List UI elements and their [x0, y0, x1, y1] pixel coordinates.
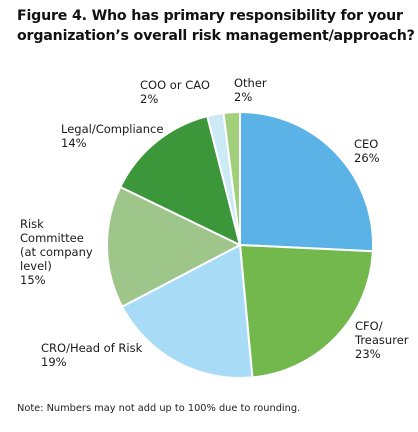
slice-name-label: (at company [20, 245, 93, 259]
chart-title-line-1: Figure 4. Who has primary responsibility… [17, 8, 403, 24]
pie-slice-risk-committee-at-company-level [106, 186, 241, 308]
slice-name-label: COO or CAO [140, 78, 210, 92]
slice-label-risk-committee-at-company-level: Risk Committee (at company level) 15% [20, 217, 93, 287]
slice-name-label: Treasurer [354, 333, 409, 347]
slice-label-cfo-treasurer: CFO/Treasurer 23% [354, 319, 409, 361]
slice-name-label: level) [20, 259, 52, 273]
slice-label-other: Other 2% [234, 76, 267, 104]
slice-value-label: 15% [20, 273, 46, 287]
slice-value-label: 23% [355, 347, 381, 361]
pie-labels: CEO 26% CFO/Treasurer 23% CRO/Head of Risk 19… [20, 76, 409, 369]
slice-name-label: Risk [20, 217, 44, 231]
slice-name-label: Legal/Compliance [61, 122, 163, 136]
pie-slice-other [222, 111, 241, 246]
slice-name-label: Committee [20, 231, 84, 245]
slice-value-label: 19% [41, 355, 67, 369]
pie-slices [106, 111, 374, 379]
slice-name-label: CEO [354, 137, 378, 151]
slice-value-label: 2% [234, 90, 252, 104]
chart-title-line-2: organization’s overall risk management/a… [17, 28, 415, 44]
slice-name-label: Other [234, 76, 267, 90]
chart-title: Figure 4. Who has primary responsibility… [17, 6, 415, 46]
pie-slice-cro-head-of-risk [121, 244, 254, 379]
pie-slice-cfo-treasurer [239, 244, 374, 379]
slice-value-label: 14% [61, 136, 87, 150]
slice-name-label: CRO/Head of Risk [41, 341, 143, 355]
slice-value-label: 26% [354, 151, 380, 165]
slice-label-coo-or-cao: COO or CAO 2% [140, 78, 210, 106]
pie-slice-ceo [239, 111, 374, 253]
slice-label-legal-compliance: Legal/Compliance 14% [61, 122, 163, 150]
slice-label-ceo: CEO 26% [354, 137, 380, 165]
footnote: Note: Numbers may not add up to 100% due… [17, 403, 301, 414]
slice-name-label: CFO/ [355, 319, 383, 333]
pie-slice-legal-compliance [119, 115, 241, 246]
slice-label-cro-head-of-risk: CRO/Head of Risk 19% [41, 341, 143, 369]
slice-value-label: 2% [140, 92, 158, 106]
